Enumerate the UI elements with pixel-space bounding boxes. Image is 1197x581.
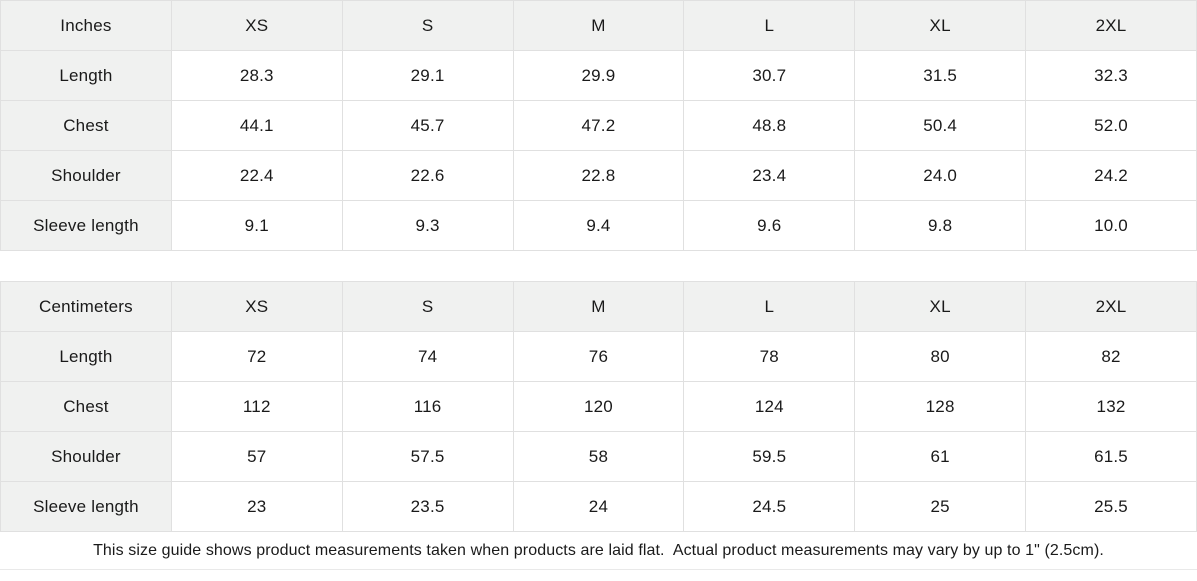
measurement-value-cell: 9.8: [854, 200, 1027, 251]
measurement-value-cell: 59.5: [683, 431, 856, 482]
size-guide-disclaimer: This size guide shows product measuremen…: [0, 532, 1197, 570]
unit-label-cell: Centimeters: [0, 281, 172, 332]
measurement-value-cell: 9.3: [341, 200, 514, 251]
measurement-value-cell: 22.4: [170, 150, 343, 201]
measurement-value-cell: 132: [1025, 381, 1197, 432]
size-column-header: M: [512, 0, 685, 51]
measurement-value-cell: 9.6: [683, 200, 856, 251]
measurement-value-cell: 78: [683, 331, 856, 382]
measurement-value-cell: 112: [170, 381, 343, 432]
measurement-value-cell: 32.3: [1025, 50, 1197, 101]
measurement-value-cell: 116: [341, 381, 514, 432]
measurement-value-cell: 9.1: [170, 200, 343, 251]
measurement-value-cell: 61.5: [1025, 431, 1197, 482]
size-table-inches: Inches XS S M L XL 2XL Length 28.3 29.1 29.9 30.7 3…: [0, 0, 1197, 251]
measurement-value-cell: 29.9: [512, 50, 685, 101]
header-row: Inches XS S M L XL 2XL: [0, 0, 1197, 51]
measurement-value-cell: 24.5: [683, 481, 856, 532]
size-column-header: M: [512, 281, 685, 332]
measurement-value-cell: 23: [170, 481, 343, 532]
size-column-header: 2XL: [1025, 0, 1197, 51]
measurement-value-cell: 24: [512, 481, 685, 532]
measurement-value-cell: 47.2: [512, 100, 685, 151]
size-table-centimeters: Centimeters XS S M L XL 2XL Length 72 74 76 78 80 82…: [0, 281, 1197, 532]
measurement-value-cell: 24.2: [1025, 150, 1197, 201]
bottom-spacer: [0, 570, 1197, 581]
measurement-value-cell: 61: [854, 431, 1027, 482]
measurement-value-cell: 30.7: [683, 50, 856, 101]
size-column-header: L: [683, 0, 856, 51]
table-gap: [0, 251, 1197, 281]
size-column-header: XS: [170, 0, 343, 51]
unit-label-cell: Inches: [0, 0, 172, 51]
measurement-value-cell: 25.5: [1025, 481, 1197, 532]
table-row: Length 28.3 29.1 29.9 30.7 31.5 32.3: [0, 50, 1197, 101]
measurement-label-cell: Shoulder: [0, 150, 172, 201]
measurement-value-cell: 44.1: [170, 100, 343, 151]
measurement-value-cell: 124: [683, 381, 856, 432]
table-row: Length 72 74 76 78 80 82: [0, 331, 1197, 382]
measurement-label-cell: Shoulder: [0, 431, 172, 482]
measurement-label-cell: Sleeve length: [0, 481, 172, 532]
measurement-value-cell: 57: [170, 431, 343, 482]
measurement-value-cell: 22.6: [341, 150, 514, 201]
measurement-label-cell: Length: [0, 50, 172, 101]
size-column-header: S: [341, 0, 514, 51]
measurement-label-cell: Chest: [0, 381, 172, 432]
table-row: Shoulder 57 57.5 58 59.5 61 61.5: [0, 431, 1197, 482]
size-column-header: S: [341, 281, 514, 332]
size-column-header: 2XL: [1025, 281, 1197, 332]
measurement-value-cell: 80: [854, 331, 1027, 382]
measurement-value-cell: 9.4: [512, 200, 685, 251]
measurement-value-cell: 29.1: [341, 50, 514, 101]
size-column-header: L: [683, 281, 856, 332]
measurement-value-cell: 24.0: [854, 150, 1027, 201]
measurement-label-cell: Chest: [0, 100, 172, 151]
size-column-header: XS: [170, 281, 343, 332]
measurement-value-cell: 120: [512, 381, 685, 432]
measurement-value-cell: 52.0: [1025, 100, 1197, 151]
size-table-header: Centimeters XS S M L XL 2XL: [0, 281, 1197, 332]
size-table-body: Length 72 74 76 78 80 82 Chest 112 116 120 124 128 13…: [0, 331, 1197, 532]
measurement-value-cell: 50.4: [854, 100, 1027, 151]
measurement-value-cell: 45.7: [341, 100, 514, 151]
measurement-value-cell: 25: [854, 481, 1027, 532]
measurement-value-cell: 23.5: [341, 481, 514, 532]
measurement-value-cell: 48.8: [683, 100, 856, 151]
measurement-value-cell: 28.3: [170, 50, 343, 101]
table-row: Shoulder 22.4 22.6 22.8 23.4 24.0 24.2: [0, 150, 1197, 201]
measurement-value-cell: 76: [512, 331, 685, 382]
measurement-value-cell: 22.8: [512, 150, 685, 201]
size-column-header: XL: [854, 0, 1027, 51]
size-table-header: Inches XS S M L XL 2XL: [0, 0, 1197, 51]
measurement-value-cell: 58: [512, 431, 685, 482]
measurement-value-cell: 72: [170, 331, 343, 382]
measurement-value-cell: 23.4: [683, 150, 856, 201]
header-row: Centimeters XS S M L XL 2XL: [0, 281, 1197, 332]
measurement-value-cell: 82: [1025, 331, 1197, 382]
measurement-value-cell: 128: [854, 381, 1027, 432]
size-column-header: XL: [854, 281, 1027, 332]
measurement-value-cell: 57.5: [341, 431, 514, 482]
measurement-label-cell: Length: [0, 331, 172, 382]
table-row: Chest 44.1 45.7 47.2 48.8 50.4 52.0: [0, 100, 1197, 151]
measurement-value-cell: 74: [341, 331, 514, 382]
measurement-value-cell: 10.0: [1025, 200, 1197, 251]
table-row: Sleeve length 23 23.5 24 24.5 25 25.5: [0, 481, 1197, 532]
table-row: Sleeve length 9.1 9.3 9.4 9.6 9.8 10.0: [0, 200, 1197, 251]
table-row: Chest 112 116 120 124 128 132: [0, 381, 1197, 432]
measurement-label-cell: Sleeve length: [0, 200, 172, 251]
measurement-value-cell: 31.5: [854, 50, 1027, 101]
size-table-body: Length 28.3 29.1 29.9 30.7 31.5 32.3 Chest 44.1 4…: [0, 50, 1197, 251]
